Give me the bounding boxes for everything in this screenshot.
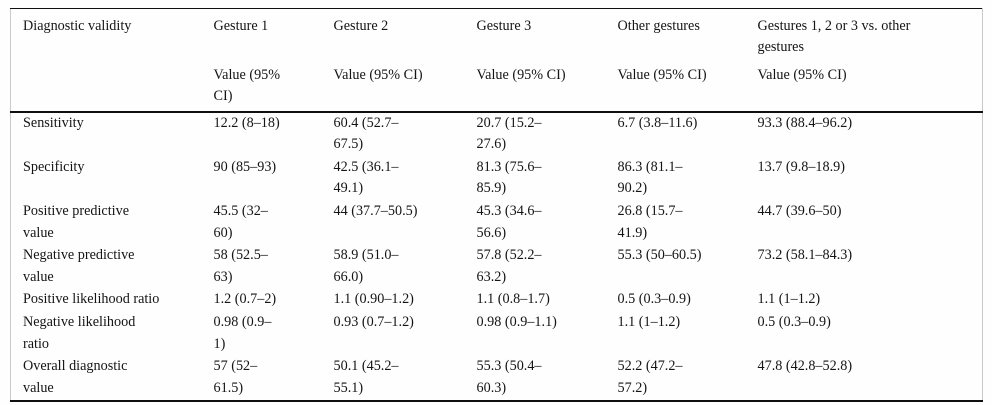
header-row: Diagnostic validity Gesture 1 Value (95%… [10,8,983,113]
cell-value: 57 (52–61.5) [213,358,258,396]
cell-value: 55.3 (50–60.5) [617,247,702,264]
cell-value: 73.2 (58.1–84.3) [757,247,853,264]
table-row-specificity: Specificity 90 (85–93) 42.5 (36.1–49.1) … [11,157,983,201]
cell-value: 52.2 (47.2–57.2) [617,358,683,396]
table-row-negative-predictive-value: Negative predictive value 58 (52.5–63) 5… [11,245,983,289]
header-cell-gestures-123-vs-other: Gestures 1, 2 or 3 vs. other gestures Va… [756,8,983,113]
column-title: Gesture 2 [333,18,389,34]
row-label-negative-predictive-value: Negative predictive value [23,247,135,285]
header-cell-gesture-2: Gesture 2 Value (95% CI) [332,8,476,113]
cell-value: 44.7 (39.6–50) [757,203,842,220]
column-subheader: Value (95% CI) [213,67,281,105]
cell-value: 81.3 (75.6–85.9) [476,159,542,197]
cell-value: 20.7 (15.2–27.6) [476,115,542,153]
cell-value: 60.4 (52.7–67.5) [333,115,399,153]
table-body: Sensitivity 12.2 (8–18) 60.4 (52.7–67.5)… [11,112,983,401]
header-cell-gesture-1: Gesture 1 Value (95% CI) [212,8,333,113]
cell-value: 45.5 (32–60) [213,203,268,241]
cell-value: 0.5 (0.3–0.9) [757,314,831,331]
cell-value: 0.98 (0.9–1.1) [476,314,557,331]
table-row-sensitivity: Sensitivity 12.2 (8–18) 60.4 (52.7–67.5)… [11,112,983,157]
cell-value: 1.1 (1–1.2) [757,291,821,308]
cell-value: 50.1 (45.2–55.1) [333,358,399,396]
column-subheader: Value (95% CI) [333,67,423,83]
column-title: Gestures 1, 2 or 3 vs. other gestures [757,18,911,56]
table-row-overall-diagnostic-value: Overall diagnostic value 57 (52–61.5) 50… [11,356,983,401]
column-title: Gesture 3 [476,18,532,34]
column-subheader: Value (95% CI) [757,67,847,83]
column-title: Gesture 1 [213,18,269,34]
table-header: Diagnostic validity Gesture 1 Value (95%… [10,8,983,113]
column-subheader: Value (95% CI) [476,67,566,83]
row-label-positive-predictive-value: Positive predictive value [23,203,129,241]
cell-value: 26.8 (15.7–41.9) [617,203,683,241]
row-label-sensitivity: Sensitivity [23,115,84,132]
row-label-negative-likelihood-ratio: Negative likelihood ratio [23,314,136,352]
cell-value: 58.9 (51.0–66.0) [333,247,399,285]
row-label-specificity: Specificity [23,159,85,176]
cell-value: 57.8 (52.2–63.2) [476,247,542,285]
table-row-positive-likelihood-ratio: Positive likelihood ratio 1.2 (0.7–2) 1.… [11,289,983,312]
cell-value: 47.8 (42.8–52.8) [757,358,853,375]
cell-value: 1.1 (0.8–1.7) [476,291,550,308]
table-row-positive-predictive-value: Positive predictive value 45.5 (32–60) 4… [11,201,983,245]
header-cell-other-gestures: Other gestures Value (95% CI) [616,8,757,113]
cell-value: 1.2 (0.7–2) [213,291,277,308]
header-cell-gesture-3: Gesture 3 Value (95% CI) [475,8,617,113]
cell-value: 1.1 (0.90–1.2) [333,291,414,308]
cell-value: 0.98 (0.9–1) [213,314,272,352]
cell-value: 0.5 (0.3–0.9) [617,291,691,308]
cell-value: 12.2 (8–18) [213,115,280,132]
cell-value: 86.3 (81.1–90.2) [617,159,683,197]
header-cell-diagnostic-validity: Diagnostic validity [10,8,213,113]
column-title: Other gestures [617,18,700,34]
column-title: Diagnostic validity [23,18,132,34]
cell-value: 13.7 (9.8–18.9) [757,159,845,176]
column-subheader: Value (95% CI) [617,67,707,83]
cell-value: 42.5 (36.1–49.1) [333,159,399,197]
cell-value: 55.3 (50.4–60.3) [476,358,542,396]
cell-value: 90 (85–93) [213,159,277,176]
cell-value: 0.93 (0.7–1.2) [333,314,414,331]
table-row-negative-likelihood-ratio: Negative likelihood ratio 0.98 (0.9–1) 0… [11,312,983,356]
cell-value: 44 (37.7–50.5) [333,203,418,220]
cell-value: 1.1 (1–1.2) [617,314,681,331]
cell-value: 93.3 (88.4–96.2) [757,115,853,132]
cell-value: 58 (52.5–63) [213,247,268,285]
cell-value: 45.3 (34.6–56.6) [476,203,542,241]
row-label-overall-diagnostic-value: Overall diagnostic value [23,358,128,396]
cell-value: 6.7 (3.8–11.6) [617,115,698,132]
diagnostic-validity-table: Diagnostic validity Gesture 1 Value (95%… [10,8,983,402]
row-label-positive-likelihood-ratio: Positive likelihood ratio [23,291,160,308]
